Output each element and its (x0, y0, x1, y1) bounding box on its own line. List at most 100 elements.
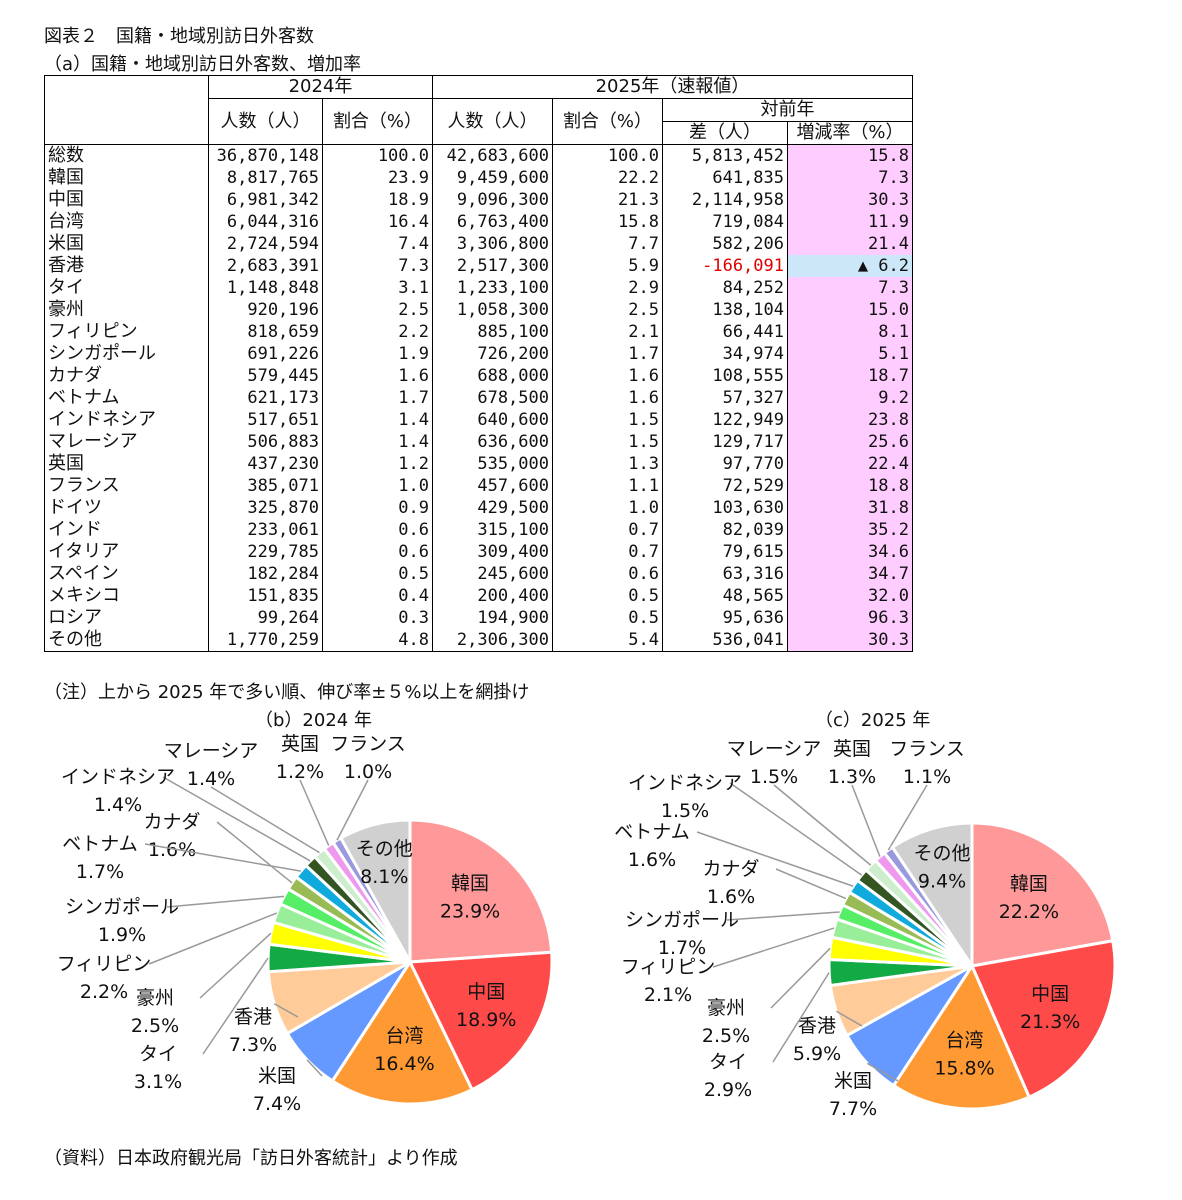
table-row: メキシコ 151,835 0.4 200,400 0.5 48,565 32.0 (44, 585, 913, 607)
cell-people-2025: 636,600 (432, 431, 553, 453)
cell-rate: 32.0 (787, 585, 913, 607)
leader-line (772, 972, 830, 1063)
cell-country: 香港 (44, 255, 209, 277)
cell-country: シンガポール (44, 343, 209, 365)
table-row: 韓国 8,817,765 23.9 9,459,600 22.2 641,835 7.3 (44, 167, 913, 189)
pie-label-name: その他 (356, 838, 413, 860)
pie-label-value: 1.2% (276, 761, 324, 783)
cell-people-2025: 200,400 (432, 585, 553, 607)
pie-label-value: 1.4% (94, 794, 142, 816)
cell-share-2024: 0.4 (322, 585, 433, 607)
cell-rate: 7.3 (787, 167, 913, 189)
pie-label-value: 15.8% (934, 1057, 994, 1079)
pie-label-name: カナダ (143, 811, 200, 833)
cell-people-2025: 2,306,300 (432, 629, 553, 652)
table-row: タイ 1,148,848 3.1 1,233,100 2.9 84,252 7.3 (44, 277, 913, 299)
cell-people-2025: 2,517,300 (432, 255, 553, 277)
table-row: 香港 2,683,391 7.3 2,517,300 5.9 -166,091 ▲ 6.2 (44, 255, 913, 277)
cell-rate: 34.7 (787, 563, 913, 585)
table-row: イタリア 229,785 0.6 309,400 0.7 79,615 34.6 (44, 541, 913, 563)
cell-rate: 8.1 (787, 321, 913, 343)
table-row: ベトナム 621,173 1.7 678,500 1.6 57,327 9.2 (44, 387, 913, 409)
cell-country: ベトナム (44, 387, 209, 409)
cell-share-2024: 23.9 (322, 167, 433, 189)
cell-share-2024: 7.4 (322, 233, 433, 255)
cell-diff: 641,835 (662, 167, 788, 189)
cell-people-2024: 229,785 (208, 541, 323, 563)
cell-country: ドイツ (44, 497, 209, 519)
pie-label-name: 中国 (467, 981, 505, 1003)
cell-people-2024: 6,044,316 (208, 211, 323, 233)
leader-line (773, 784, 872, 866)
cell-rate: 23.8 (787, 409, 913, 431)
cell-country: 英国 (44, 453, 209, 475)
leader-line (887, 784, 928, 851)
cell-people-2024: 437,230 (208, 453, 323, 475)
pie-label-name: シンガポール (65, 896, 179, 918)
cell-people-2025: 9,459,600 (432, 167, 553, 189)
cell-diff: 63,316 (662, 563, 788, 585)
pie-label-value: 1.6% (148, 839, 196, 861)
cell-people-2024: 818,659 (208, 321, 323, 343)
cell-people-2025: 1,233,100 (432, 277, 553, 299)
table-row: スペイン 182,284 0.5 245,600 0.6 63,316 34.7 (44, 563, 913, 585)
pie-slice (969, 939, 1117, 1100)
leader-line (729, 782, 863, 876)
pie-slice (970, 821, 1115, 968)
table-row: ロシア 99,264 0.3 194,900 0.5 95,636 96.3 (44, 607, 913, 629)
pie-label-value: 2.2% (80, 981, 128, 1003)
cell-country: マレーシア (44, 431, 209, 453)
pie-label-name: カナダ (702, 858, 759, 880)
cell-people-2025: 42,683,600 (432, 144, 553, 167)
cell-people-2024: 182,284 (208, 563, 323, 585)
cell-share-2024: 1.7 (322, 387, 433, 409)
pie-label-name: 韓国 (451, 873, 489, 895)
pie-label-name: フランス (889, 738, 965, 760)
table-row: ドイツ 325,870 0.9 429,500 1.0 103,630 31.8 (44, 497, 913, 519)
cell-diff: 72,529 (662, 475, 788, 497)
pie-label-value: 1.1% (903, 766, 951, 788)
cell-people-2025: 726,200 (432, 343, 553, 365)
cell-people-2025: 245,600 (432, 563, 553, 585)
cell-rate: 15.8 (787, 144, 913, 167)
cell-rate: 25.6 (787, 431, 913, 453)
leader-line (712, 927, 835, 968)
leader-line (336, 779, 369, 841)
cell-rate: 7.3 (787, 277, 913, 299)
cell-share-2025: 1.7 (552, 343, 663, 365)
leader-line (216, 821, 293, 884)
cell-country: 総数 (44, 144, 209, 167)
table-row: その他 1,770,259 4.8 2,306,300 5.4 536,041 30.3 (44, 629, 913, 652)
header-blank (44, 75, 209, 145)
pie-label-value: 5.9% (793, 1043, 841, 1065)
cell-rate: 15.0 (787, 299, 913, 321)
cell-rate: 5.1 (787, 343, 913, 365)
cell-share-2025: 0.6 (552, 563, 663, 585)
cell-people-2025: 885,100 (432, 321, 553, 343)
pie-2025-title: （c）2025 年 (815, 710, 931, 731)
cell-country: 韓国 (44, 167, 209, 189)
cell-share-2024: 1.0 (322, 475, 433, 497)
pie-label-value: 1.9% (98, 924, 146, 946)
header-2025: 2025年（速報値） (432, 75, 913, 99)
cell-people-2024: 233,061 (208, 519, 323, 541)
cell-country: 台湾 (44, 211, 209, 233)
cell-rate: 96.3 (787, 607, 913, 629)
cell-people-2025: 6,763,400 (432, 211, 553, 233)
pie-label-value: 1.6% (628, 849, 676, 871)
pie-label-name: 米国 (258, 1065, 296, 1087)
cell-country: インド (44, 519, 209, 541)
pie-slice (408, 818, 554, 964)
table-row: カナダ 579,445 1.6 688,000 1.6 108,555 18.7 (44, 365, 913, 387)
cell-diff: 108,555 (662, 365, 788, 387)
pie-label-name: 韓国 (1010, 873, 1048, 895)
table-row: 総数 36,870,148 100.0 42,683,600 100.0 5,813,45… (44, 144, 913, 167)
pie-label-name: 香港 (234, 1006, 272, 1028)
cell-people-2024: 8,817,765 (208, 167, 323, 189)
pie-label-name: 台湾 (945, 1029, 983, 1051)
table-note: （注）上から 2025 年で多い順、伸び率±５%以上を網掛け (44, 682, 530, 703)
pie-label-value: 8.1% (360, 866, 408, 888)
table-row: フランス 385,071 1.0 457,600 1.1 72,529 18.8 (44, 475, 913, 497)
table-row: インドネシア 517,651 1.4 640,600 1.5 122,949 23.8 (44, 409, 913, 431)
